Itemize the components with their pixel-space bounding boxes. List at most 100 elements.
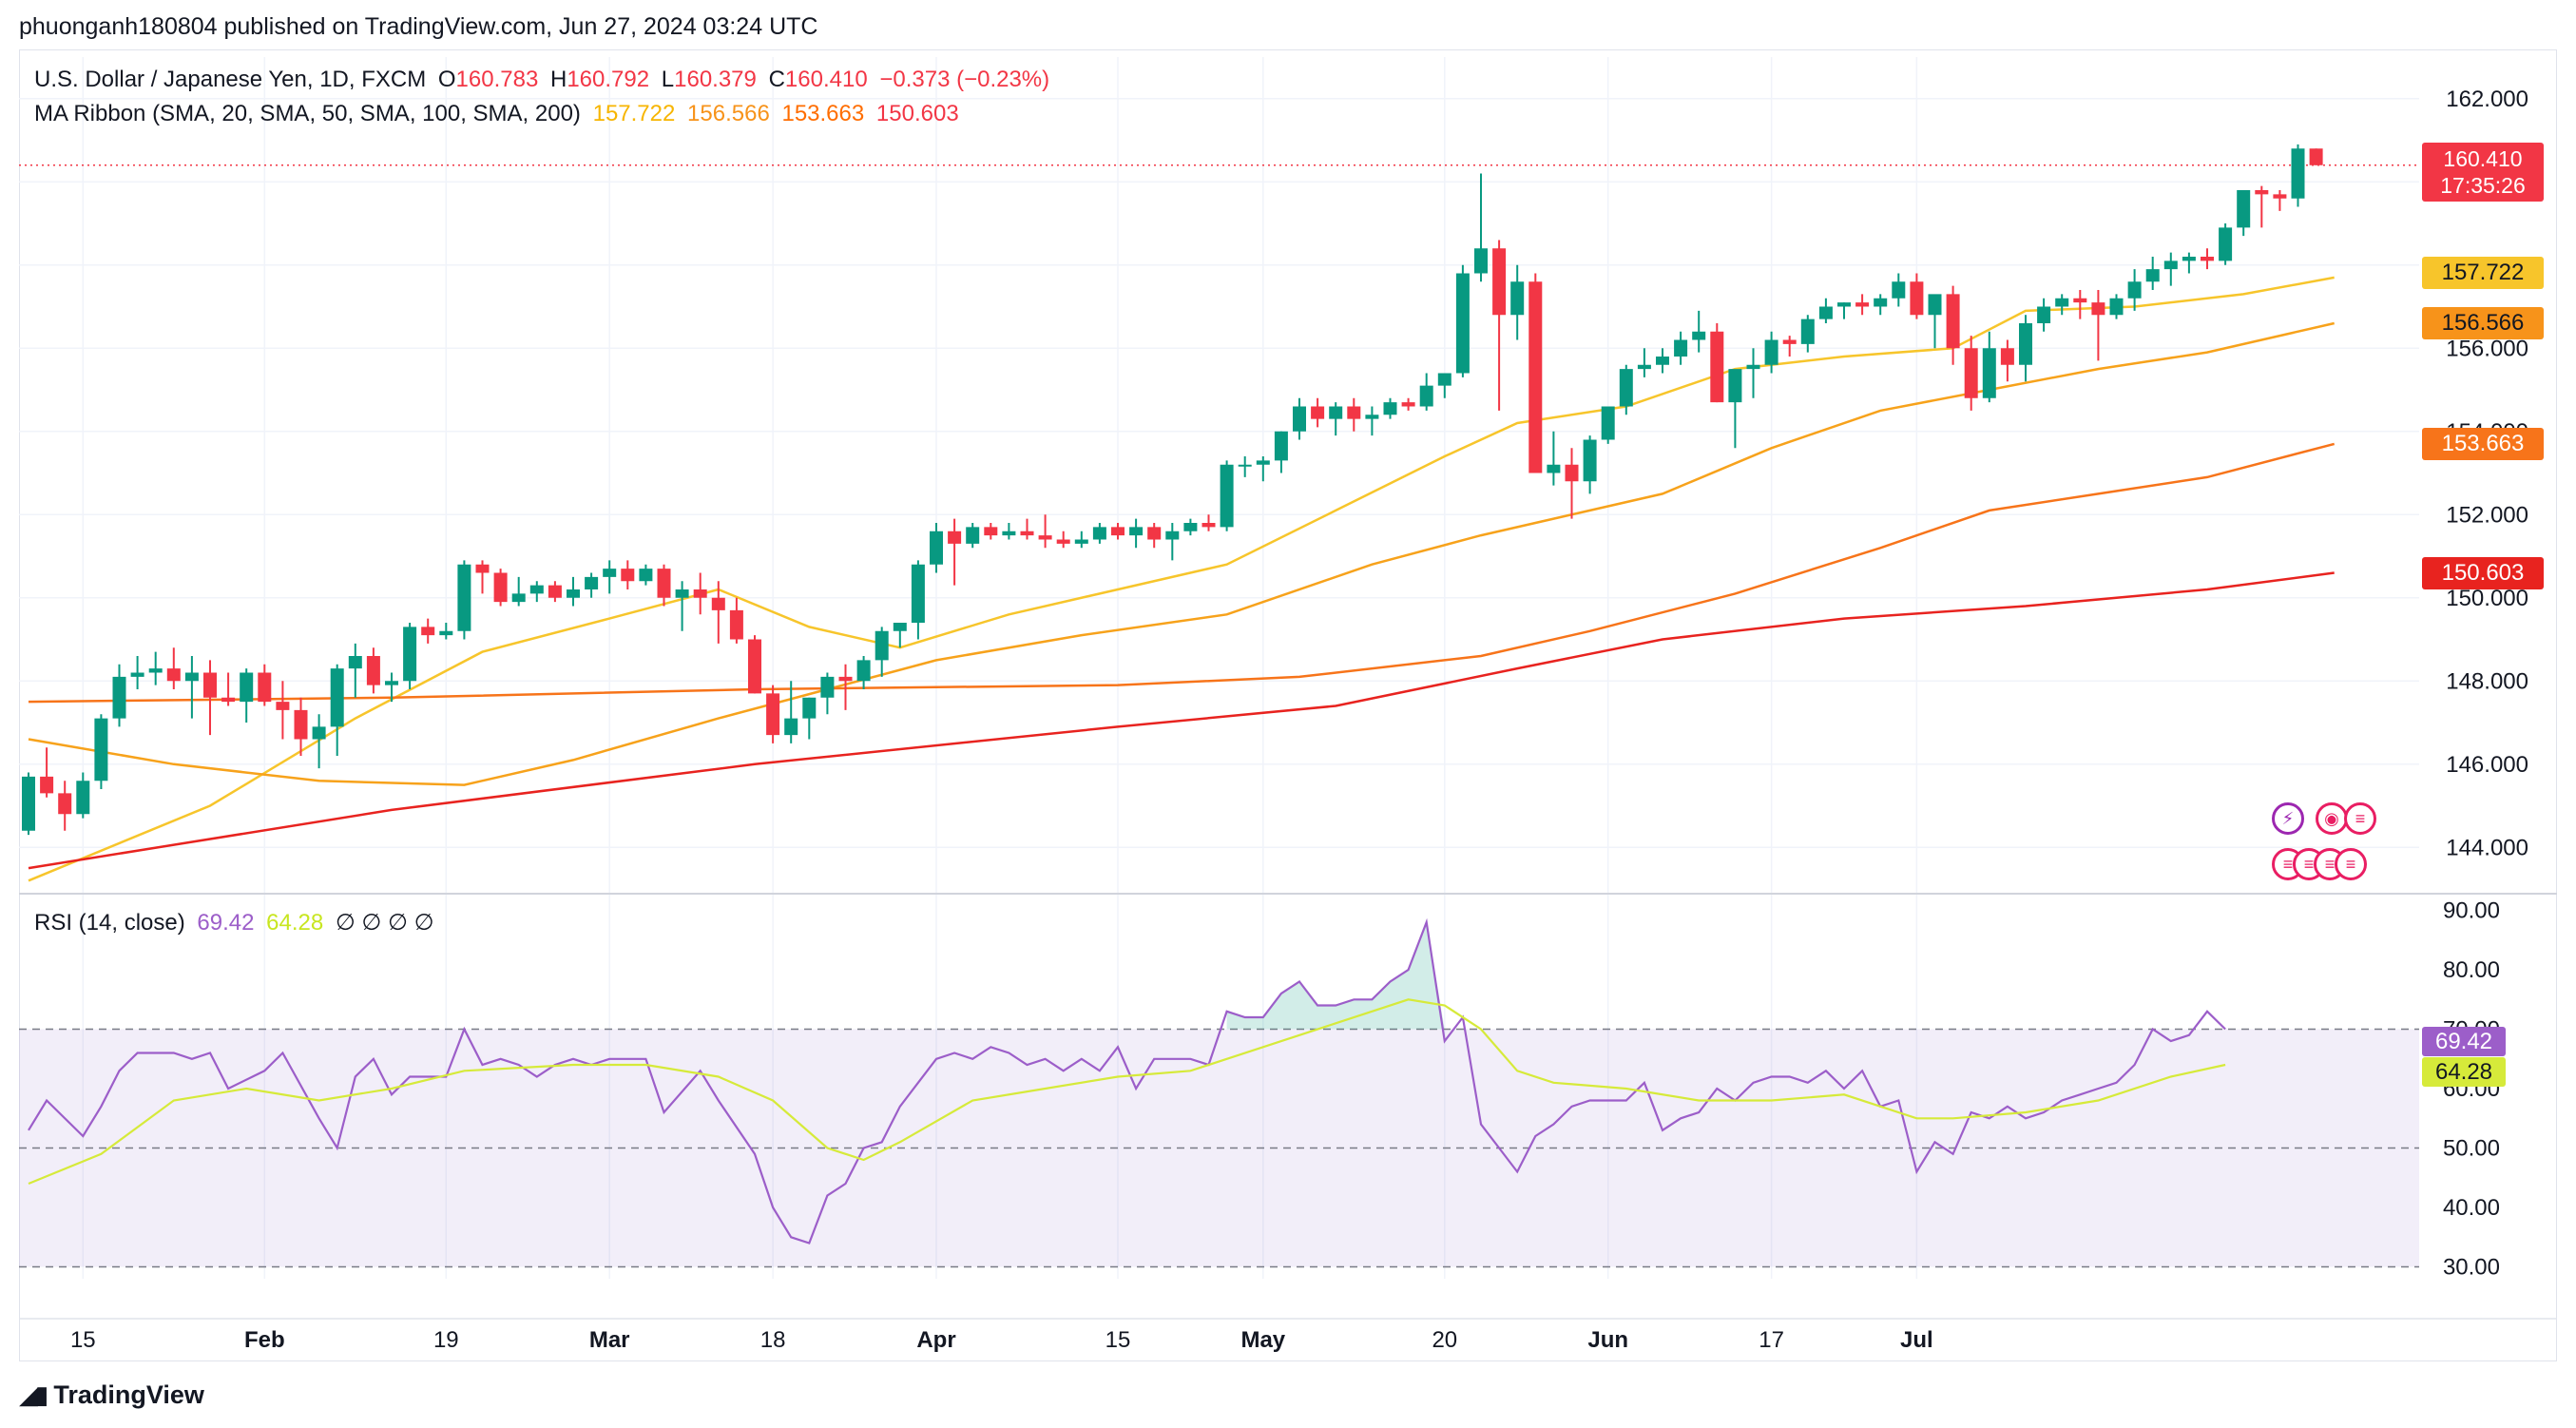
- candle-body: [166, 668, 181, 682]
- candle-body: [1855, 302, 1870, 307]
- candle-body: [784, 718, 798, 736]
- candle-body: [130, 672, 144, 677]
- time-axis-label: 19: [433, 1327, 459, 1353]
- candle-body: [1256, 460, 1270, 465]
- candle-body: [621, 569, 635, 582]
- candle-body: [1474, 248, 1488, 274]
- candle-body: [493, 572, 508, 603]
- candle-body: [984, 527, 998, 536]
- candle-body: [2000, 348, 2014, 365]
- candle-body: [1293, 406, 1306, 432]
- ma50-badge: 156.566: [2422, 307, 2544, 339]
- rsi-ma-badge: 64.28: [2422, 1057, 2506, 1087]
- candle-body: [366, 656, 380, 685]
- ma-ribbon-label: MA Ribbon (SMA, 20, SMA, 50, SMA, 100, S…: [34, 101, 581, 126]
- rsi-value: 69.42: [197, 910, 255, 936]
- rsi-axis-label: 80.00: [2443, 957, 2500, 983]
- low-value: 160.379: [674, 67, 757, 92]
- lightning-event-icon[interactable]: ⚡: [2272, 802, 2304, 835]
- tradingview-logo[interactable]: ◢▮ TradingView: [19, 1380, 204, 1410]
- price-axis-label: 150.000: [2446, 586, 2528, 611]
- candle-body: [1274, 431, 1288, 461]
- candle-body: [1837, 302, 1851, 307]
- candle-body: [1637, 364, 1651, 370]
- time-axis-label: May: [1240, 1327, 1285, 1353]
- candle-body: [802, 697, 817, 719]
- candle-body: [439, 630, 453, 636]
- candle-body: [1419, 385, 1433, 407]
- candle-body: [112, 676, 126, 719]
- time-axis-label: Apr: [916, 1327, 955, 1353]
- candle-body: [1092, 527, 1106, 540]
- close-value: 160.410: [784, 67, 868, 92]
- candle-body: [276, 702, 290, 710]
- ma-line-4: [28, 571, 2335, 870]
- time-axis-label: 15: [70, 1327, 96, 1353]
- target-event-icon[interactable]: ◉: [2316, 802, 2348, 835]
- candle-body: [1892, 281, 1906, 299]
- ma200-value: 150.603: [875, 101, 959, 126]
- candle-body: [1165, 531, 1180, 540]
- candle-body: [1746, 364, 1760, 370]
- candle-body: [1874, 298, 1888, 307]
- candle-body: [76, 781, 90, 815]
- candle-body: [856, 660, 871, 682]
- candle-body: [930, 531, 943, 565]
- candle-body: [548, 585, 562, 598]
- chart-frame: [19, 49, 2557, 1361]
- candle-body: [2019, 323, 2032, 365]
- tradingview-brand: TradingView: [53, 1380, 204, 1409]
- candle-body: [2055, 298, 2069, 307]
- candle-body: [511, 593, 526, 603]
- us-flag-event-icon-4[interactable]: ≡: [2335, 848, 2367, 880]
- candle-body: [2219, 227, 2233, 261]
- candle-body: [40, 776, 54, 794]
- candle-body: [1383, 402, 1397, 415]
- candle-body: [421, 627, 435, 636]
- us-flag-event-icon[interactable]: ≡: [2344, 802, 2376, 835]
- rsi-axis-label: 90.00: [2443, 898, 2500, 924]
- candle-body: [1492, 248, 1507, 316]
- low-label: L: [661, 67, 675, 92]
- candle-body: [2145, 269, 2160, 282]
- candle-body: [675, 589, 689, 598]
- time-axis-label: 20: [1432, 1327, 1457, 1353]
- candle-body: [766, 693, 780, 736]
- candle-body: [1547, 464, 1561, 473]
- publisher-line: phuonganh180804 published on TradingView…: [19, 13, 818, 40]
- candle-body: [403, 627, 417, 682]
- candle-body: [567, 589, 580, 598]
- rsi-empty-values: ∅ ∅ ∅ ∅: [335, 910, 434, 936]
- candle-body: [1764, 339, 1778, 365]
- candle-body: [475, 564, 490, 573]
- candle-body: [911, 564, 925, 623]
- candle-body: [1910, 281, 1924, 316]
- last-price-value: 160.410: [2443, 146, 2523, 171]
- candle-body: [457, 564, 471, 631]
- price-axis-label: 148.000: [2446, 668, 2528, 694]
- candle-body: [1401, 402, 1415, 407]
- candle-body: [1565, 464, 1579, 482]
- open-label: O: [437, 67, 456, 92]
- symbol-label: U.S. Dollar / Japanese Yen, 1D, FXCM: [34, 67, 427, 92]
- open-value: 160.783: [455, 67, 539, 92]
- candle-body: [385, 681, 398, 685]
- price-axis-label: 146.000: [2446, 752, 2528, 778]
- ma20-badge: 157.722: [2422, 257, 2544, 289]
- candle-body: [2073, 298, 2087, 303]
- time-axis-label: Mar: [589, 1327, 630, 1353]
- ma50-value: 156.566: [687, 101, 770, 126]
- candle-body: [1437, 373, 1451, 386]
- candle-body: [1601, 406, 1615, 440]
- last-price-badge: 160.410 17:35:26: [2422, 143, 2544, 202]
- candle-body: [1656, 357, 1669, 365]
- ma200-badge: 150.603: [2422, 557, 2544, 589]
- candle-body: [1056, 539, 1070, 544]
- candle-body: [2091, 302, 2105, 316]
- rsi-ma-value: 64.28: [266, 910, 324, 936]
- candle-body: [820, 676, 835, 698]
- candle-body: [1347, 406, 1361, 419]
- candle-body: [875, 630, 889, 661]
- candle-body: [22, 776, 35, 831]
